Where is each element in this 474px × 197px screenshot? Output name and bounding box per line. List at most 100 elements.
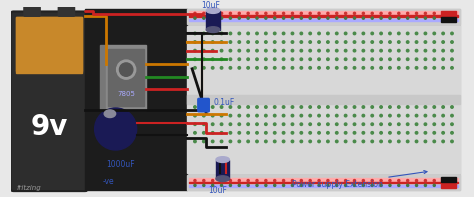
Circle shape [424, 67, 427, 69]
Text: 0.1uF: 0.1uF [213, 98, 234, 107]
Bar [440, 17, 456, 22]
Circle shape [318, 67, 320, 69]
FancyBboxPatch shape [10, 11, 88, 191]
Circle shape [371, 49, 374, 52]
Circle shape [362, 32, 365, 35]
Circle shape [433, 49, 436, 52]
Circle shape [354, 17, 356, 19]
Circle shape [451, 49, 453, 52]
Circle shape [264, 106, 267, 108]
Circle shape [264, 41, 267, 43]
Circle shape [415, 132, 418, 134]
Circle shape [229, 140, 232, 143]
Circle shape [283, 184, 285, 186]
Circle shape [202, 123, 205, 125]
Circle shape [424, 17, 427, 19]
Circle shape [291, 67, 294, 69]
Circle shape [336, 114, 338, 117]
Circle shape [309, 114, 311, 117]
Circle shape [264, 58, 267, 60]
Circle shape [451, 12, 453, 14]
Circle shape [416, 179, 418, 182]
Circle shape [424, 140, 427, 143]
Text: 9v: 9v [30, 113, 68, 141]
Circle shape [380, 41, 383, 43]
Circle shape [247, 58, 249, 60]
Circle shape [451, 184, 453, 186]
Circle shape [211, 132, 214, 134]
Circle shape [336, 12, 338, 14]
Circle shape [327, 32, 329, 35]
Circle shape [194, 179, 196, 182]
Circle shape [353, 140, 356, 143]
Circle shape [380, 49, 383, 52]
Circle shape [362, 114, 365, 117]
Circle shape [327, 132, 329, 134]
Circle shape [203, 184, 205, 186]
Circle shape [380, 179, 382, 182]
Circle shape [389, 58, 391, 60]
Circle shape [291, 58, 294, 60]
Bar [189, 185, 458, 187]
Circle shape [345, 32, 347, 35]
Circle shape [406, 41, 409, 43]
Circle shape [291, 106, 294, 108]
Circle shape [211, 184, 214, 186]
Circle shape [220, 67, 223, 69]
Circle shape [415, 67, 418, 69]
Circle shape [398, 67, 400, 69]
Circle shape [318, 123, 320, 125]
Circle shape [256, 17, 258, 19]
Circle shape [362, 140, 365, 143]
Circle shape [398, 58, 400, 60]
Circle shape [345, 140, 347, 143]
Circle shape [442, 49, 444, 52]
Circle shape [398, 132, 400, 134]
Circle shape [300, 41, 302, 43]
Circle shape [336, 179, 338, 182]
Circle shape [345, 123, 347, 125]
Circle shape [407, 17, 409, 19]
Circle shape [211, 17, 214, 19]
Circle shape [318, 179, 320, 182]
Circle shape [238, 132, 240, 134]
Circle shape [291, 32, 294, 35]
Circle shape [442, 32, 444, 35]
Circle shape [336, 132, 338, 134]
Circle shape [327, 67, 329, 69]
Circle shape [283, 114, 285, 117]
Circle shape [451, 41, 453, 43]
Circle shape [291, 123, 294, 125]
Circle shape [256, 49, 258, 52]
Circle shape [211, 114, 214, 117]
Circle shape [273, 41, 276, 43]
Circle shape [433, 140, 436, 143]
Circle shape [247, 49, 249, 52]
Circle shape [398, 12, 400, 14]
Circle shape [451, 114, 453, 117]
Circle shape [203, 17, 205, 19]
Circle shape [220, 123, 223, 125]
Circle shape [247, 12, 249, 14]
Circle shape [247, 17, 249, 19]
Circle shape [371, 184, 374, 186]
Circle shape [256, 123, 258, 125]
Circle shape [256, 132, 258, 134]
Circle shape [327, 179, 329, 182]
Circle shape [354, 12, 356, 14]
Circle shape [336, 41, 338, 43]
Circle shape [194, 17, 196, 19]
Circle shape [415, 41, 418, 43]
Circle shape [336, 67, 338, 69]
Circle shape [292, 184, 293, 186]
Circle shape [362, 12, 365, 14]
Circle shape [247, 132, 249, 134]
Circle shape [327, 184, 329, 186]
Circle shape [264, 132, 267, 134]
Circle shape [318, 41, 320, 43]
Circle shape [229, 123, 232, 125]
Circle shape [283, 140, 285, 143]
Circle shape [238, 17, 240, 19]
Bar [16, 17, 82, 71]
Circle shape [309, 179, 311, 182]
